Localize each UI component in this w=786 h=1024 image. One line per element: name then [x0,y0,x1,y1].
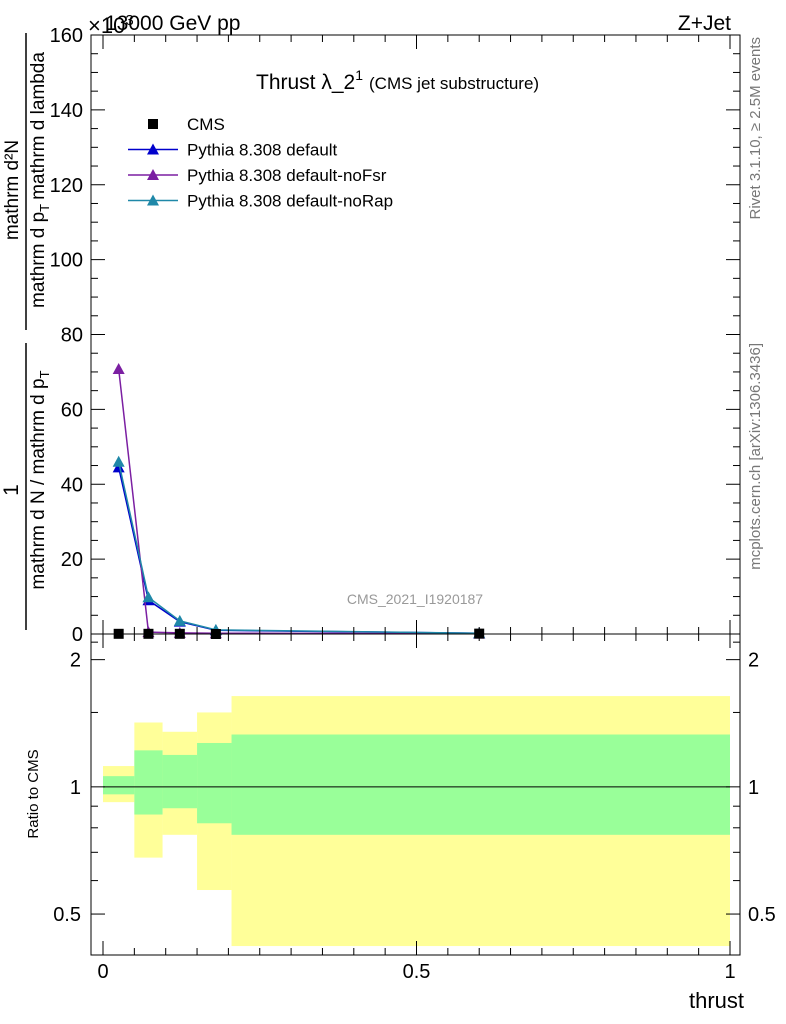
y-tick-label: 80 [61,325,83,347]
ratio-ylabel: Ratio to CMS [25,749,42,838]
ratio-axes: 0.5 0.5 1 1 2 2 0 0.5 1 [53,633,776,983]
legend-label: Pythia 8.308 default-noFsr [187,166,387,185]
x-tick-label: 0.5 [403,961,431,983]
ratio-inner-band [134,750,163,815]
y-tick-label: 60 [61,399,83,421]
ylabel-num: mathrm d²N [2,140,23,240]
ratio-y-tick-label: 0.5 [53,904,81,926]
ratio-panel [103,696,730,947]
legend-marker [148,119,158,129]
ratio-y-tick-label-right: 1 [748,777,759,799]
ratio-inner-band [231,734,730,835]
ratio-y-tick-label: 1 [70,777,81,799]
x-axis-label: thrust [689,988,744,1013]
ylabel-prefix-num: 1 [0,484,23,496]
legend-marker [147,194,159,206]
data-point [142,591,155,603]
ratio-inner-band [162,754,198,809]
legend-label: Pythia 8.308 default-noRap [187,192,393,211]
y-tick-label: 0 [72,624,83,646]
energy-label: 13000 GeV pp [105,12,240,35]
ratio-y-tick-label-right: 0.5 [748,904,776,926]
y-tick-label: 120 [50,175,83,197]
y-tick-label: 100 [50,250,83,272]
y-tick-label: 140 [50,100,83,122]
chart-title: Thrust λ_21 (CMS jet substructure) [256,67,539,94]
ylabel-prefix-den: mathrm d N / mathrm d pT [28,370,52,589]
legend-marker [147,143,159,155]
data-point [112,455,125,467]
rivet-label: Rivet 3.1.10, ≥ 2.5M events [747,37,764,220]
legend-label: Pythia 8.308 default [187,141,338,160]
x-tick-label: 0 [97,961,108,983]
legend-label: CMS [187,115,225,134]
legend: CMS Pythia 8.308 default Pythia 8.308 defa… [128,115,393,211]
ratio-y-tick-label: 2 [70,650,81,672]
data-point [112,461,125,473]
exponent-power: 3 [125,12,133,29]
ylabel-den: mathrm d pTmathrm d lambda [28,52,52,308]
y-tick-label: 40 [61,474,83,496]
main-axes: 0 20 40 60 80 100 120 140 160 [50,25,741,646]
ratio-y-tick-label-right: 2 [748,650,759,672]
data-point [112,362,125,374]
y-tick-label: 160 [50,25,83,47]
legend-marker [147,169,159,180]
x-tick-label: 1 [724,961,735,983]
exponent-label: ×103 [88,12,134,38]
series-line [117,467,480,635]
data-point [173,614,186,626]
analysis-watermark: CMS_2021_I1920187 [347,591,483,607]
ratio-frame [90,633,741,956]
process-label: Z+Jet [678,12,731,35]
ratio-inner-band [103,776,135,795]
ratio-inner-band [197,742,232,824]
series-line [117,461,480,635]
y-tick-label: 20 [61,549,83,571]
main-ylabel: 1 mathrm d N / mathrm d pT mathrm d²N ma… [0,33,52,630]
mcplots-label: mcplots.cern.ch [arXiv:1306.3436] [747,343,764,570]
